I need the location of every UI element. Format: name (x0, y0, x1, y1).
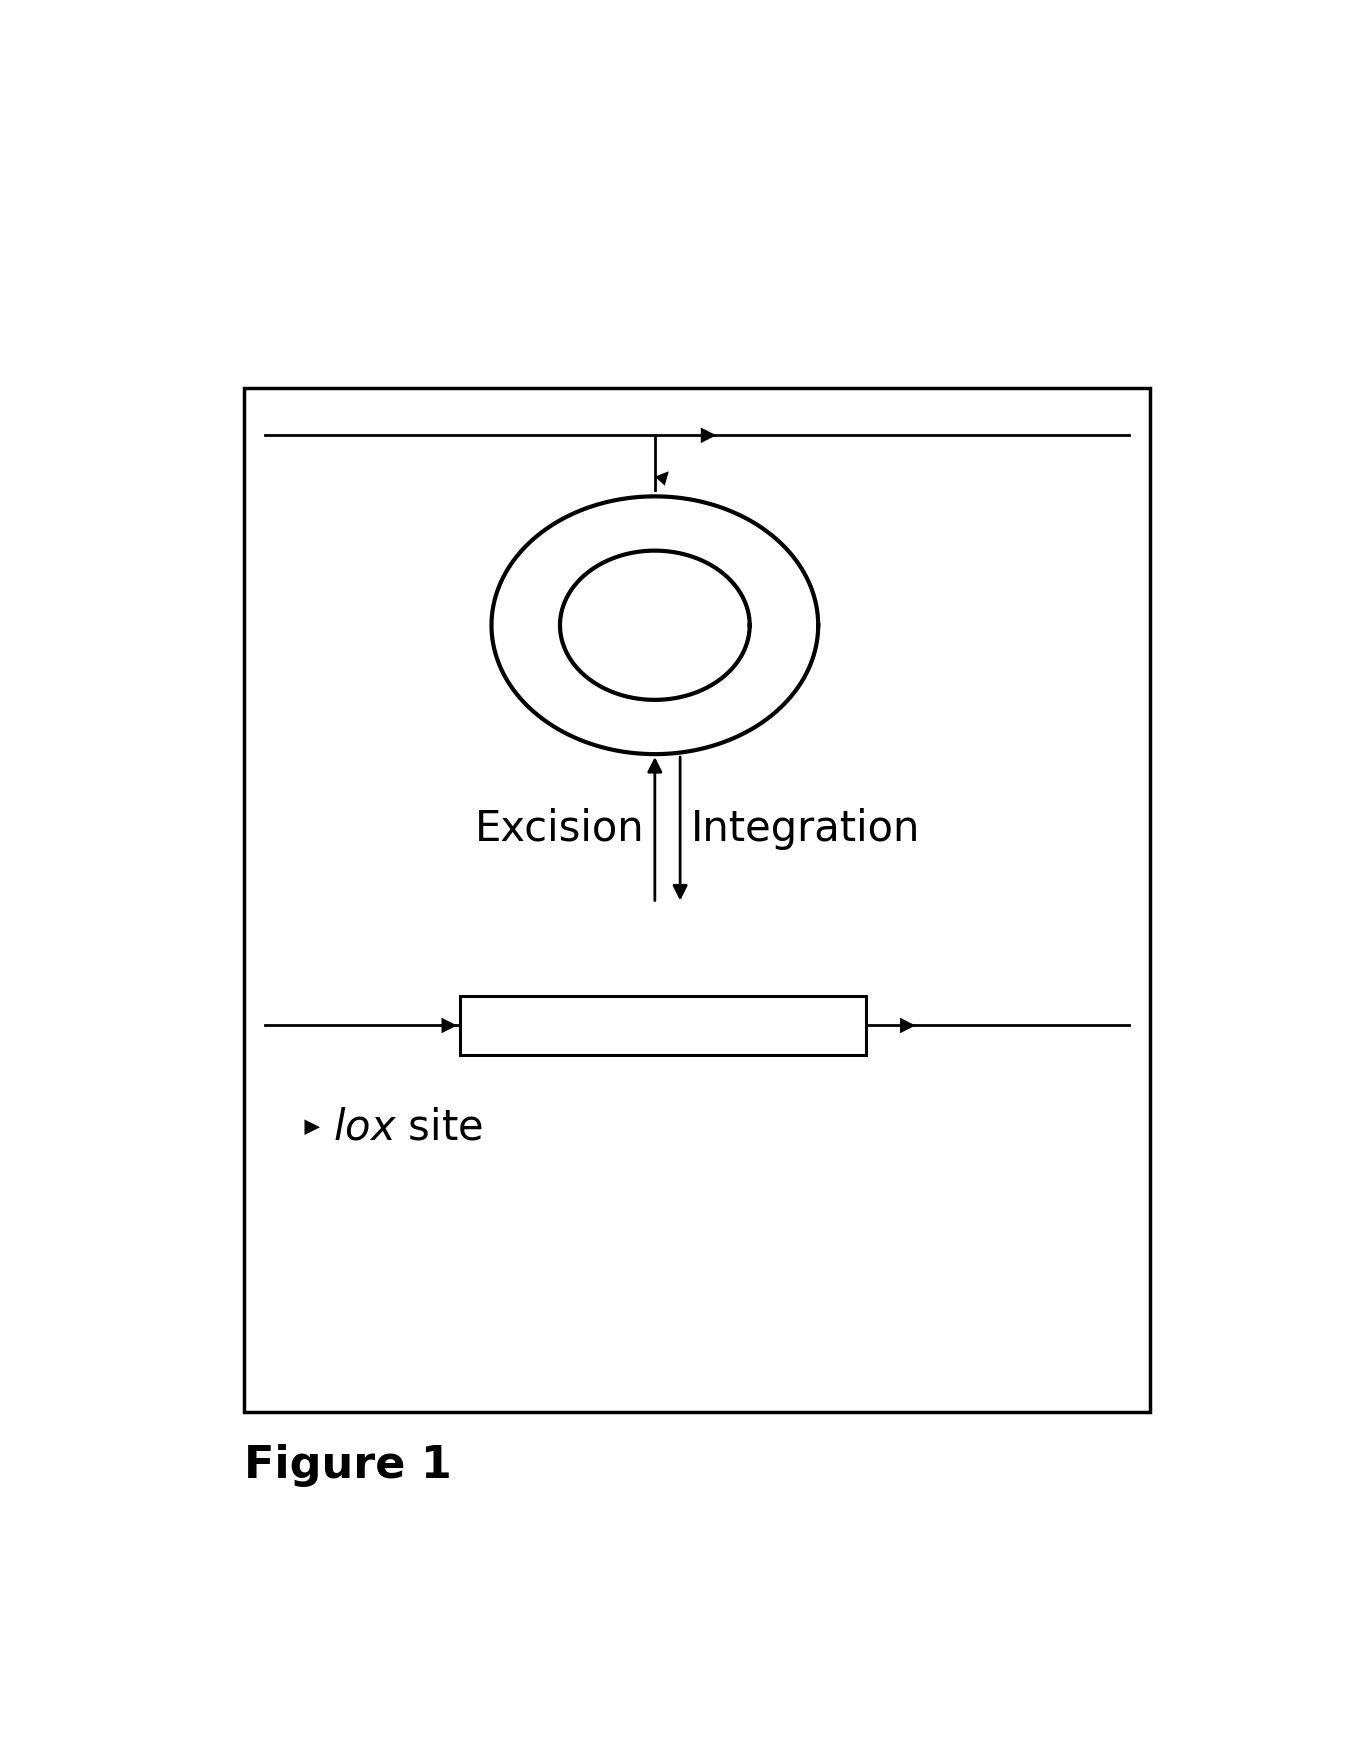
Bar (243, 388, 1151, 1411)
Bar (460, 996, 866, 1055)
Text: Figure 1: Figure 1 (243, 1443, 452, 1487)
Text: $\mathit{lox}$ site: $\mathit{lox}$ site (333, 1107, 483, 1149)
Text: Integration: Integration (691, 807, 921, 849)
Text: Excision: Excision (475, 807, 645, 849)
